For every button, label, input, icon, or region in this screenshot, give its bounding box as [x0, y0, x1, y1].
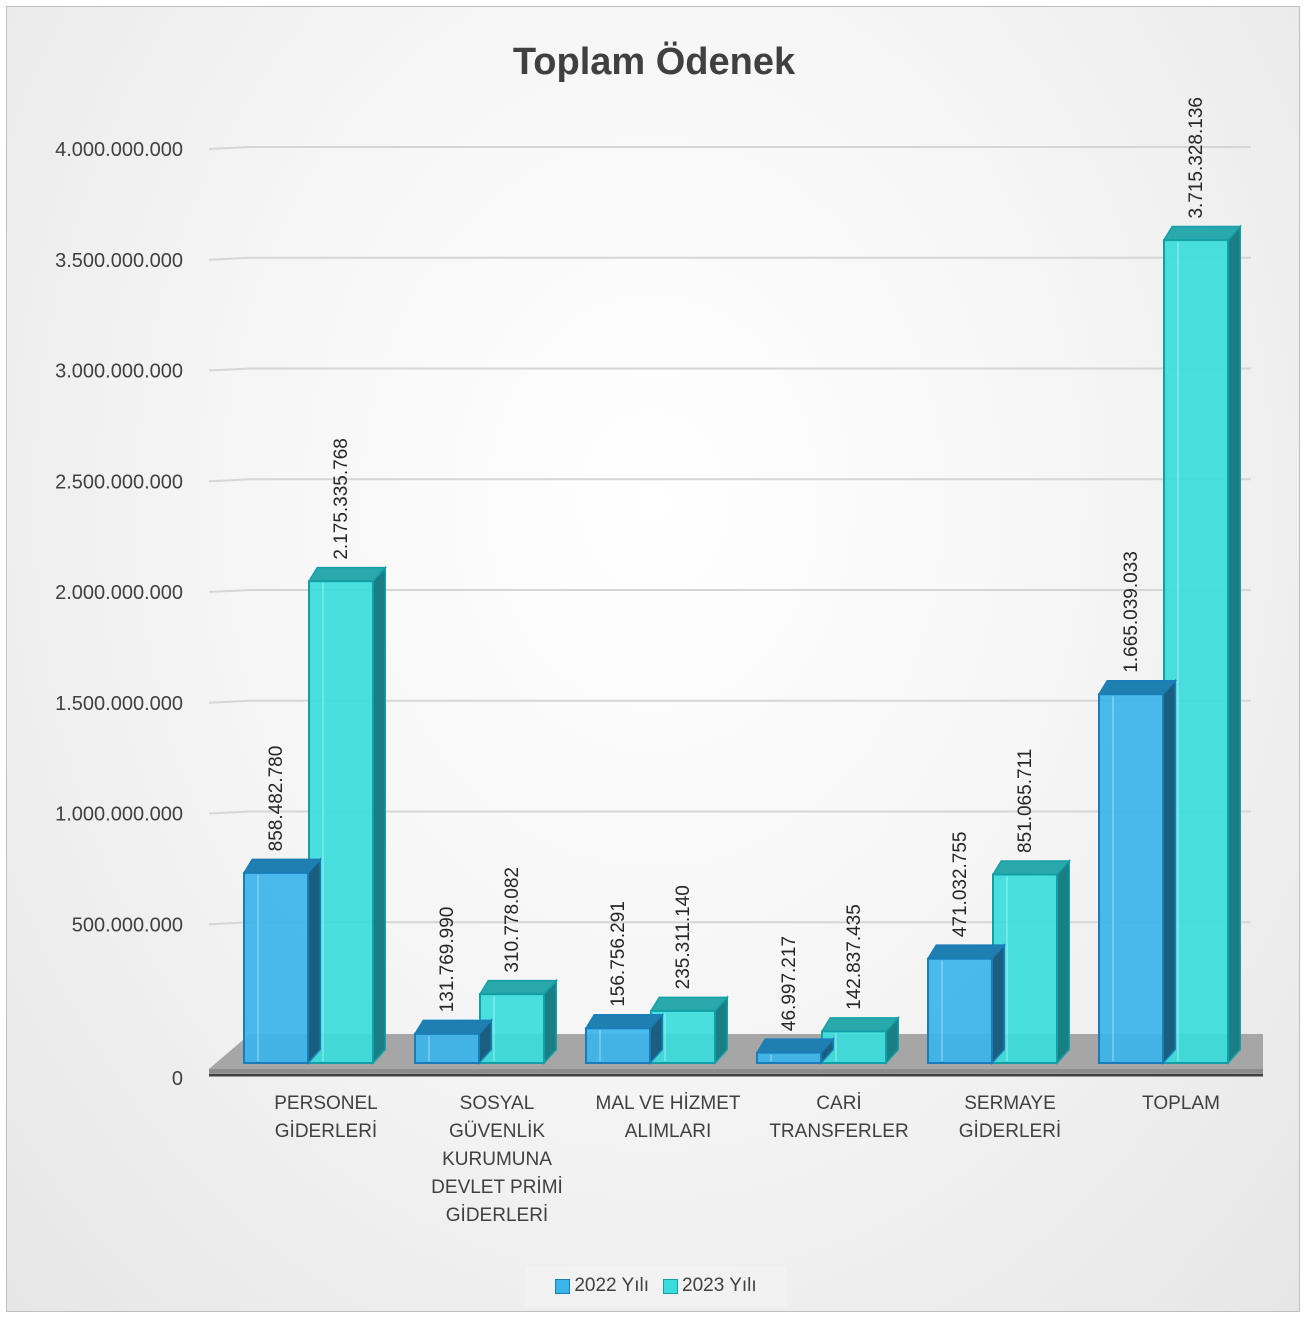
x-tick-label: TOPLAM — [1142, 1093, 1220, 1114]
bar-top-2023 — [991, 860, 1071, 876]
y-tick-label: 4.000.000.000 — [55, 139, 183, 161]
x-tick-label: SOSYAL — [460, 1093, 535, 1114]
data-label-2022: 858.482.780 — [266, 746, 287, 852]
x-tick-label: KURUMUNA — [442, 1149, 552, 1170]
legend-swatch-2022 — [555, 1278, 571, 1294]
x-tick-label: SERMAYE — [964, 1093, 1056, 1114]
bar-top-2022 — [584, 1014, 664, 1030]
gridline-side — [208, 589, 251, 593]
bar-top-2022 — [926, 944, 1006, 960]
x-tick-label: GİDERLERİ — [275, 1121, 377, 1142]
y-tick-label: 1.500.000.000 — [55, 693, 183, 715]
gridline-side — [208, 699, 251, 704]
bar-side-2023 — [1056, 859, 1070, 1065]
gridline-side — [208, 256, 251, 261]
legend-label-2023: 2023 Yılı — [682, 1275, 757, 1296]
bar-2022 — [585, 1027, 651, 1065]
gridline-side — [208, 810, 251, 815]
data-label-2023: 851.065.711 — [1015, 749, 1036, 853]
bar-top-2022 — [1097, 679, 1177, 695]
legend-entry-2022: 2022 Yılı — [555, 1275, 649, 1297]
data-label-2023: 3.715.328.136 — [1186, 97, 1207, 219]
bar-side-2022 — [1162, 678, 1176, 1065]
chart-frame: Toplam Ödenek 0 500.000.000 1.000.000.000 1… — [6, 6, 1300, 1312]
y-tick-label: 2.500.000.000 — [55, 471, 183, 493]
gridline-side — [208, 367, 251, 372]
data-label-2022: 46.997.217 — [779, 936, 800, 1031]
bar-top-2022 — [242, 858, 322, 874]
bar-top-2023 — [1162, 225, 1242, 241]
x-tick-label: CARİ — [816, 1093, 861, 1114]
bar-top-2022 — [755, 1038, 835, 1054]
bar-top-2023 — [649, 996, 729, 1012]
bar-side-2023 — [372, 565, 386, 1065]
bar-side-2022 — [307, 857, 321, 1065]
bar-top-2023 — [820, 1017, 900, 1033]
y-tick-label: 0 — [172, 1068, 183, 1090]
legend: 2022 Yılı 2023 Yılı — [525, 1266, 787, 1306]
data-label-2022: 1.665.039.033 — [1121, 551, 1142, 673]
chart-plot: 0 500.000.000 1.000.000.000 1.500.000.000 2.… — [55, 97, 1263, 1226]
chart-title: Toplam Ödenek — [512, 41, 796, 83]
bar-2022 — [414, 1032, 480, 1065]
data-label-2022: 131.769.990 — [437, 907, 458, 1013]
data-label-2023: 235.311.140 — [673, 885, 694, 989]
bar-top-2023 — [478, 979, 558, 995]
legend-entry-2023: 2023 Yılı — [663, 1275, 757, 1297]
gridline-side — [208, 146, 251, 150]
gridline-side — [208, 478, 251, 483]
legend-swatch-2023 — [663, 1278, 678, 1294]
x-tick-label: GÜVENLİK — [449, 1121, 545, 1142]
bar-2022 — [756, 1051, 822, 1064]
y-tick-label: 500.000.000 — [72, 914, 183, 936]
data-label-2023: 2.175.335.768 — [331, 438, 352, 560]
data-label-2022: 156.756.291 — [608, 901, 629, 1007]
chart-floor-edge — [209, 1069, 1263, 1073]
bar-top-2022 — [413, 1019, 493, 1035]
data-label-2022: 471.032.755 — [950, 831, 971, 937]
x-tick-label: ALIMLARI — [625, 1121, 712, 1142]
y-tick-label: 3.500.000.000 — [55, 250, 183, 272]
data-label-2023: 310.778.082 — [502, 867, 523, 973]
y-tick-label: 2.000.000.000 — [55, 582, 183, 604]
bar-side-2023 — [1227, 224, 1241, 1065]
x-tick-label: TRANSFERLER — [769, 1121, 908, 1142]
bar-2022 — [243, 871, 309, 1064]
bar-side-2022 — [991, 943, 1005, 1065]
bar-2022 — [1098, 693, 1164, 1064]
bar-2022 — [927, 957, 993, 1065]
x-tick-label: PERSONEL — [274, 1093, 377, 1114]
bar-top-2023 — [307, 566, 387, 582]
legend-label-2022: 2022 Yılı — [574, 1275, 649, 1296]
y-tick-label: 1.000.000.000 — [55, 804, 183, 826]
data-label-2023: 142.837.435 — [844, 904, 865, 1010]
x-tick-label: DEVLET PRİMİ — [431, 1177, 563, 1198]
x-tick-label: MAL VE HİZMET — [596, 1093, 741, 1114]
y-tick-label: 3.000.000.000 — [55, 361, 183, 383]
x-tick-label: GİDERLERİ — [959, 1121, 1061, 1142]
x-tick-label: GİDERLERİ — [446, 1205, 548, 1226]
